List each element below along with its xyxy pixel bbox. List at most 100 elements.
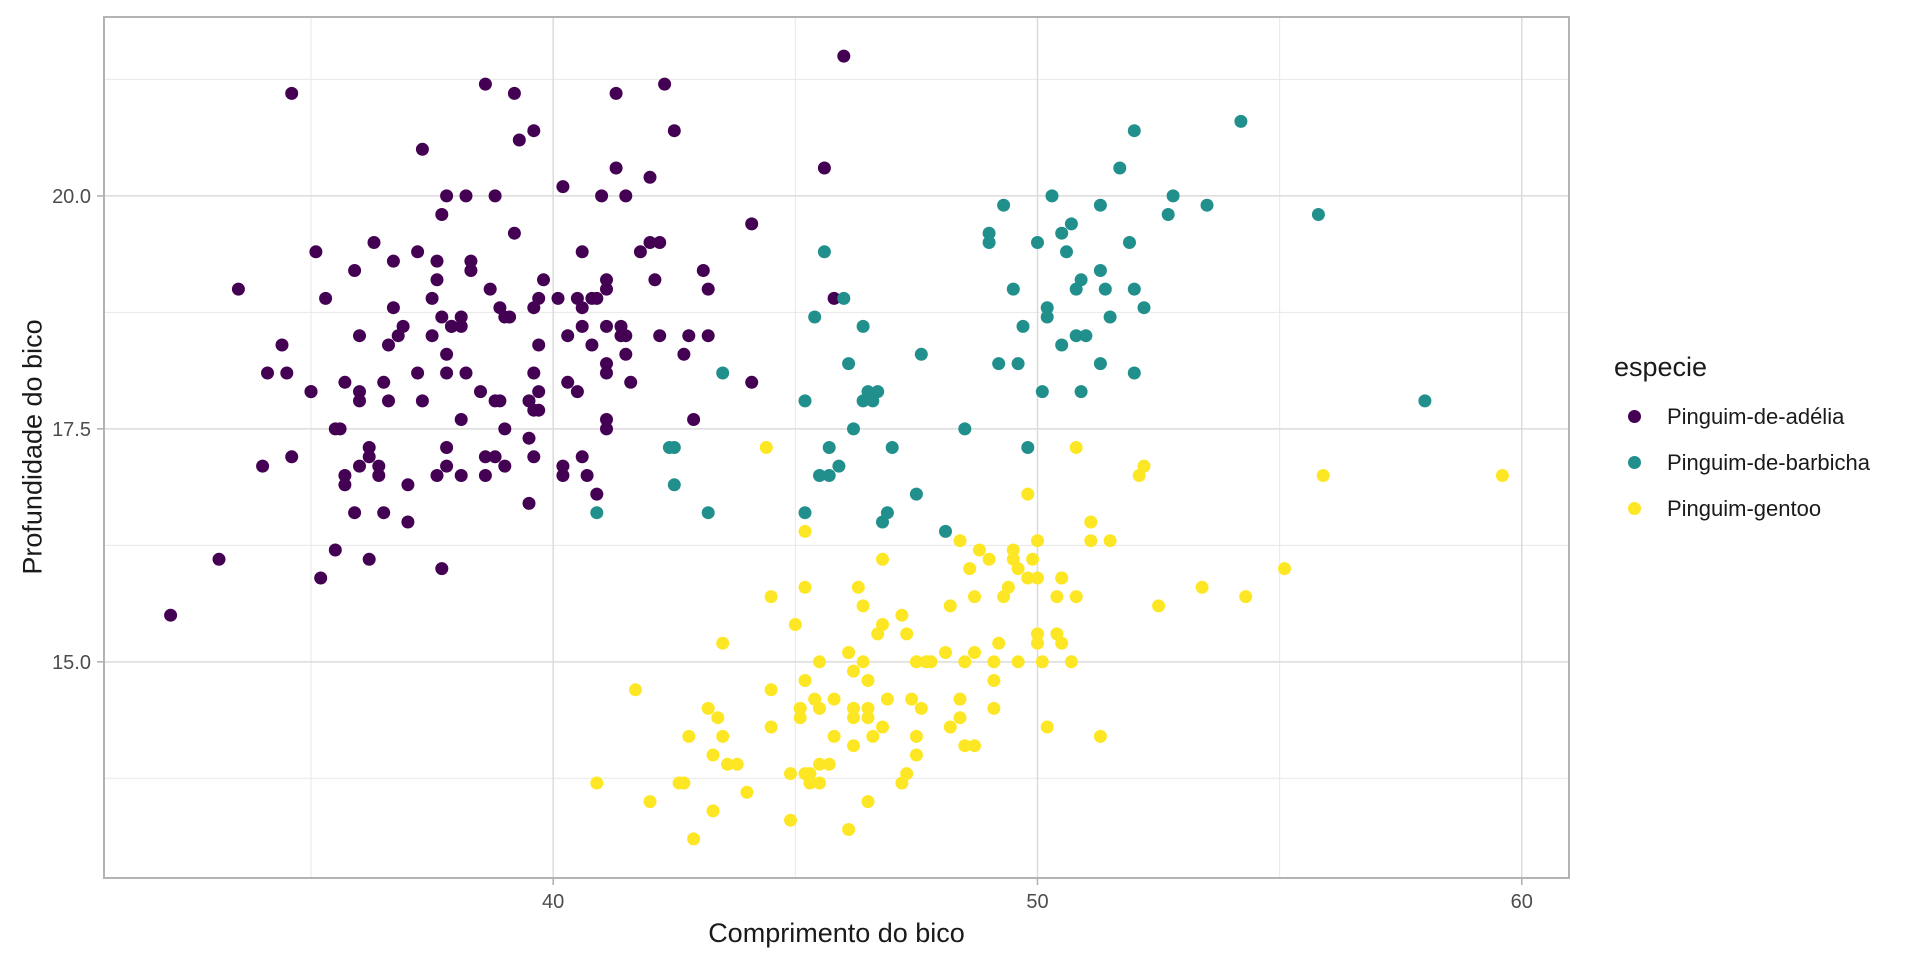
data-point <box>590 506 604 520</box>
data-point <box>600 273 613 287</box>
data-point <box>454 413 468 426</box>
data-point <box>1069 441 1083 454</box>
data-point <box>1093 264 1107 277</box>
gridlines-minor <box>104 17 1569 878</box>
data-point <box>498 459 512 473</box>
data-point <box>353 459 366 473</box>
legend-item-gentoo: Pinguim-gentoo <box>1614 495 1870 522</box>
data-point <box>507 226 521 240</box>
data-point <box>909 487 923 501</box>
data-point <box>813 776 826 790</box>
data-point <box>842 357 856 371</box>
data-point <box>319 291 333 305</box>
data-point <box>488 394 502 408</box>
data-point <box>682 729 696 743</box>
data-point <box>522 431 536 445</box>
data-point <box>1093 729 1107 743</box>
data-point <box>793 711 807 725</box>
data-point <box>866 729 880 743</box>
data-point <box>861 674 875 687</box>
data-point <box>440 366 454 380</box>
data-point <box>483 282 497 296</box>
data-point <box>430 273 444 287</box>
data-point <box>415 142 429 156</box>
data-point <box>1418 394 1432 408</box>
data-point <box>1045 189 1059 203</box>
data-point <box>348 506 362 520</box>
data-point <box>968 590 981 604</box>
data-point <box>914 347 928 361</box>
data-point <box>982 552 996 566</box>
data-point <box>556 459 570 473</box>
data-point <box>411 366 425 380</box>
data-point <box>856 655 870 669</box>
data-point <box>687 832 701 846</box>
data-point <box>537 273 550 287</box>
data-point <box>1074 385 1088 399</box>
data-point <box>377 506 391 520</box>
data-point <box>1006 543 1020 557</box>
x-tick-label: 60 <box>1511 891 1533 913</box>
data-point <box>764 590 778 604</box>
data-point <box>430 254 444 268</box>
data-point <box>653 329 667 343</box>
data-point <box>1195 580 1209 594</box>
data-point <box>721 757 734 771</box>
data-point <box>600 282 613 296</box>
data-point <box>813 701 826 715</box>
data-point <box>1031 627 1044 641</box>
data-point <box>682 329 696 343</box>
data-point <box>285 450 299 464</box>
data-point <box>532 385 546 399</box>
data-point <box>1055 636 1069 650</box>
data-point <box>556 180 570 194</box>
legend-key-dot <box>1628 456 1641 469</box>
data-point <box>595 189 609 203</box>
data-point <box>600 422 613 436</box>
data-point <box>716 636 730 650</box>
data-point <box>527 450 541 464</box>
legend-title: especie <box>1614 352 1708 382</box>
data-point <box>677 347 691 361</box>
data-point <box>677 776 691 790</box>
data-point <box>348 264 362 277</box>
data-point <box>958 739 972 753</box>
data-point <box>382 394 395 408</box>
data-point <box>425 329 439 343</box>
data-point <box>164 608 178 622</box>
data-point <box>876 515 889 529</box>
data-point <box>585 338 599 352</box>
data-point <box>992 357 1006 371</box>
x-tick-label: 50 <box>1026 891 1048 913</box>
data-point <box>561 329 575 343</box>
data-point <box>1316 469 1330 482</box>
data-point <box>478 450 492 464</box>
data-point <box>909 748 923 762</box>
data-point <box>919 655 933 669</box>
data-point <box>711 711 725 725</box>
data-point <box>1040 720 1054 734</box>
data-point <box>367 236 381 249</box>
data-point <box>842 823 856 836</box>
data-point <box>527 366 541 380</box>
data-point <box>1021 441 1035 454</box>
data-point <box>333 422 347 436</box>
data-point <box>1093 198 1107 212</box>
data-point <box>1055 571 1069 585</box>
data-point <box>997 198 1011 212</box>
data-point <box>362 552 376 566</box>
data-point <box>1127 282 1141 296</box>
data-point <box>798 767 812 781</box>
axis-ticks <box>97 195 1523 885</box>
y-tick-label: 15.0 <box>52 652 91 674</box>
legend-item-label: Pinguim-gentoo <box>1667 495 1822 521</box>
data-point <box>1166 189 1180 203</box>
data-point <box>822 469 836 482</box>
data-point <box>386 254 400 268</box>
data-point <box>1064 217 1078 231</box>
data-point <box>968 646 981 659</box>
legend-key-dot <box>1628 502 1641 515</box>
data-point <box>425 291 439 305</box>
